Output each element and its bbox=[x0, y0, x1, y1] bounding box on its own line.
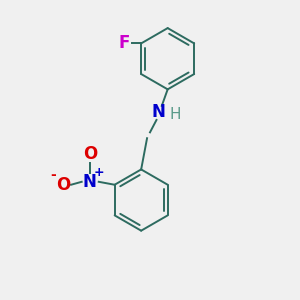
Text: N: N bbox=[152, 103, 166, 121]
Text: H: H bbox=[169, 107, 181, 122]
Text: +: + bbox=[93, 166, 104, 179]
Text: N: N bbox=[83, 173, 97, 191]
Text: O: O bbox=[83, 145, 97, 163]
Text: F: F bbox=[119, 34, 130, 52]
Text: -: - bbox=[50, 168, 56, 182]
Text: O: O bbox=[56, 176, 70, 194]
